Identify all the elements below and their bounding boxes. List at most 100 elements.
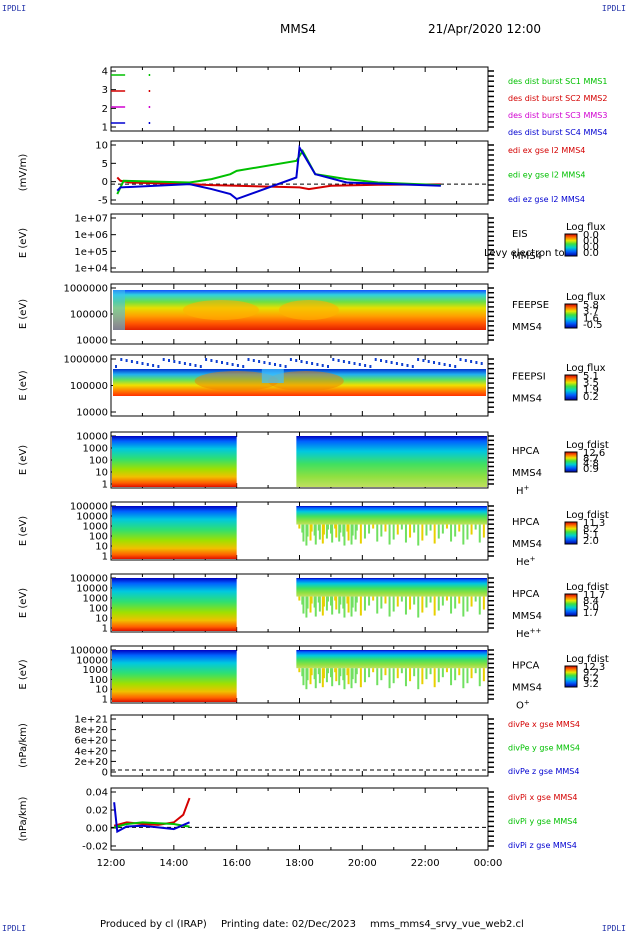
spectrogram-speck (433, 524, 436, 544)
y-tick-label: 100 (89, 604, 108, 615)
spectrogram-speck (404, 668, 407, 687)
y-tick-label: 6e+20 (74, 736, 108, 747)
spectrogram-speck (470, 668, 473, 679)
colorbar-title: Log flux (566, 222, 606, 233)
instrument-label: FEEPSE (512, 300, 549, 311)
spectrogram-speck (368, 596, 371, 606)
colorbar (564, 665, 578, 688)
spectrogram-speck (409, 596, 412, 610)
spectrogram-speck (427, 360, 430, 363)
spectrogram-speck (157, 365, 160, 368)
colorbar-tick-label: 3.7 (583, 307, 599, 318)
spectrogram-speck (350, 524, 353, 545)
spectrogram-speck (359, 668, 362, 688)
spectrogram-speck (474, 596, 477, 602)
legend-entry: divPi x gse MMS4 (508, 793, 577, 802)
spectrogram-speck (355, 596, 358, 603)
colorbar-tick-label: 1.6 (583, 313, 599, 324)
colorbar-title: Log fdist (566, 510, 609, 521)
y-tick-label: 10000 (76, 336, 108, 347)
y-tick-label: 1000 (83, 522, 108, 533)
y-axis-label: E (eV) (18, 370, 29, 400)
spectrogram-speck (363, 524, 366, 539)
spectrogram-speck (318, 596, 321, 612)
spectrogram-speck (318, 524, 321, 540)
spectrogram-speck (478, 524, 481, 543)
spectrogram-speck (438, 362, 441, 365)
spectrogram-speck (388, 524, 391, 545)
species-label: H+ (516, 484, 530, 497)
spectrogram-speck (355, 524, 358, 531)
spectrogram-speck (274, 363, 276, 366)
series-line (113, 797, 191, 827)
spectrogram-speck (342, 668, 345, 681)
spectrogram-speck (199, 365, 202, 368)
spectrogram-speck (330, 596, 333, 606)
spectrogram-feature (261, 369, 284, 383)
y-tick-label: 1e+07 (74, 214, 108, 225)
colorbar-tick-label: 8.4 (583, 596, 599, 607)
spectrogram-speck (422, 359, 425, 362)
legend-entry: des dist burst SC1 MMS1 (508, 77, 607, 86)
spectrogram-speck (298, 596, 301, 601)
spectrogram-speck (464, 359, 467, 362)
y-tick-label: 10000 (76, 408, 108, 419)
spectrogram-speck (115, 365, 117, 368)
y-tick-label: 3 (102, 85, 108, 96)
spectrogram-speck (454, 365, 457, 368)
spectrogram-speck (368, 524, 371, 534)
spectrogram-right (296, 506, 487, 525)
legend-entry: des dist burst SC4 MMS4 (508, 128, 607, 137)
spectrogram-speck (433, 361, 435, 364)
spectrogram-speck (380, 596, 383, 609)
colorbar-tick-label: 5.0 (583, 602, 599, 613)
y-tick-label: 100000 (70, 381, 108, 392)
y-tick-label: 0 (102, 177, 108, 188)
spectrogram-speck (462, 596, 465, 617)
panel-feepse: 10000 100000 1000000 E (eV) FEEPSE MMS4 Log fl… (18, 283, 606, 347)
spectrogram-speck (306, 668, 309, 681)
x-tick-label: 22:00 (411, 858, 440, 869)
spectrogram-speck (433, 596, 436, 616)
legend-entry: des dist burst SC3 MMS3 (508, 111, 607, 120)
spectrogram-speck (459, 358, 462, 361)
spectrogram-speck (321, 668, 324, 688)
spacecraft-label: MMS4 (512, 322, 542, 333)
spectrogram-speck (325, 668, 328, 683)
y-tick-label: 1e+06 (74, 230, 108, 241)
panel-burst: 1 2 3 4 des dist burst SC1 MMS1 des dist burs… (102, 66, 607, 137)
y-tick-label: 10000 (76, 584, 108, 595)
spectrogram-speck (342, 596, 345, 609)
spectrogram-speck (358, 363, 361, 366)
spectrogram-speck (400, 668, 403, 674)
spectrogram-speck (298, 668, 301, 673)
colorbar-tick-label: 1.7 (583, 608, 599, 619)
species-label: He+ (516, 555, 536, 568)
spacecraft-label: MMS4 (512, 683, 542, 694)
y-tick-label: 1 (102, 552, 108, 563)
spectrogram-speck (441, 668, 444, 678)
spectrogram-speck (429, 668, 432, 675)
spectrogram-speck (300, 360, 303, 363)
spectrogram-speck (369, 365, 372, 368)
y-tick-label: 100 (89, 456, 108, 467)
spectrogram-speck (327, 524, 330, 530)
spectrogram-speck (425, 596, 428, 608)
spectrogram-right (296, 650, 487, 669)
species-label: O+ (516, 699, 530, 712)
spectrogram-speck (331, 596, 334, 615)
spectrogram-speck (406, 364, 409, 367)
spectrogram-speck (417, 668, 420, 690)
spectrogram-speck (421, 524, 424, 541)
y-tick-label: 1 (102, 695, 108, 706)
colorbar-tick-label: 9.2 (583, 668, 599, 679)
spectrogram-speck (445, 596, 448, 601)
y-tick-label: 0 (102, 768, 108, 779)
colorbar-tick-label: 0.0 (583, 230, 599, 241)
footer-printing-date: Printing date: 02/Dec/2023 (221, 919, 357, 930)
spectrogram-speck (413, 668, 416, 677)
spectrogram-speck (445, 668, 448, 673)
colorbar-title: Log flux (566, 363, 606, 374)
